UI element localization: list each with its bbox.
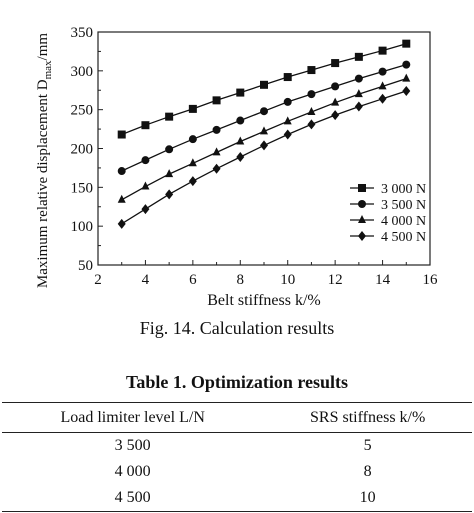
figure-caption: Fig. 14. Calculation results — [139, 318, 335, 338]
legend-label: 4 000 N — [381, 214, 426, 229]
table-cell-stiffness: 8 — [363, 463, 372, 480]
legend-label: 3 000 N — [381, 182, 426, 197]
data-point — [141, 156, 150, 165]
data-point — [331, 97, 340, 106]
data-point — [188, 135, 197, 144]
x-tick-label: 6 — [189, 272, 197, 288]
data-point — [307, 66, 316, 75]
data-point — [117, 218, 126, 229]
data-point — [307, 106, 316, 115]
data-point — [117, 130, 126, 139]
data-point — [212, 96, 221, 105]
data-point — [165, 169, 174, 178]
y-tick-label: 350 — [71, 25, 94, 41]
data-point — [260, 140, 268, 151]
y-tick-label: 250 — [71, 103, 94, 119]
data-point — [188, 104, 197, 113]
data-point — [188, 176, 197, 187]
data-point — [283, 73, 292, 82]
line-chart: 2 4 6 8 10 12 14 16 50 100 150 200 250 300 350 Belt sti… — [35, 25, 439, 309]
y-axis-title: Maximum relative displacement Dmax/mm — [35, 33, 54, 288]
x-tick-label: 8 — [237, 272, 245, 288]
table-row: 4 500 10 — [2, 485, 472, 512]
data-point — [165, 145, 174, 154]
table-cell-stiffness: 10 — [263, 485, 472, 512]
x-tick-label: 10 — [280, 272, 295, 288]
data-point — [378, 81, 387, 90]
table-title: Table 1. Optimization results — [125, 372, 349, 392]
x-tick-label: 14 — [375, 272, 391, 288]
table-header-load-limiter: Load limiter level L/N — [2, 402, 264, 433]
y-tick-label: 300 — [71, 64, 94, 80]
legend-marker — [358, 231, 366, 241]
data-point — [212, 147, 221, 156]
data-point — [331, 59, 340, 68]
legend-marker — [358, 200, 366, 208]
x-tick-label: 4 — [142, 272, 150, 288]
data-point — [283, 116, 292, 125]
table-row: 3 500 5 — [2, 433, 472, 460]
data-point — [378, 93, 387, 104]
table-cell-load: 3 500 — [114, 437, 151, 454]
data-point — [212, 163, 221, 174]
y-tick-label: 150 — [71, 180, 94, 196]
data-point — [165, 189, 174, 200]
data-point — [141, 121, 150, 130]
y-tick-label: 200 — [71, 142, 94, 158]
y-tick-label: 100 — [71, 219, 94, 235]
legend-label: 3 500 N — [381, 198, 426, 213]
data-point — [307, 119, 316, 130]
data-point — [260, 107, 268, 116]
x-axis-title: Belt stiffness k/% — [207, 292, 320, 309]
table-header-srs-stiffness: SRS stiffness k/% — [263, 402, 472, 433]
data-point — [354, 74, 363, 83]
data-point — [141, 181, 150, 190]
data-point — [283, 129, 292, 140]
data-point — [331, 82, 340, 91]
data-point — [188, 158, 197, 167]
data-point — [402, 39, 411, 48]
data-point — [402, 73, 411, 82]
data-point — [354, 101, 363, 112]
x-tick-label: 16 — [423, 272, 439, 288]
data-point — [283, 97, 292, 106]
data-point — [402, 86, 411, 97]
table-row: 4 000 8 — [2, 459, 472, 485]
data-point — [165, 112, 174, 121]
series-line-1 — [121, 43, 407, 136]
data-point — [260, 80, 268, 89]
data-point — [354, 52, 363, 61]
data-point — [236, 88, 245, 97]
results-table: Load limiter level L/N SRS stiffness k/%… — [2, 402, 472, 512]
data-point — [307, 90, 316, 99]
series-line-3 — [121, 77, 407, 201]
x-tick-label: 2 — [94, 272, 102, 288]
table-cell-load: 4 000 — [114, 463, 151, 480]
legend-marker — [358, 184, 366, 192]
data-point — [402, 60, 411, 69]
data-point — [331, 110, 340, 121]
y-tick-label: 50 — [78, 258, 93, 274]
data-point — [236, 152, 245, 163]
legend-marker — [358, 215, 366, 223]
table-cell-load: 4 500 — [2, 485, 264, 512]
data-point — [141, 204, 150, 215]
data-point — [354, 89, 363, 98]
data-point — [378, 67, 387, 76]
data-point — [378, 46, 387, 55]
data-point — [236, 116, 245, 125]
data-point — [260, 126, 268, 135]
data-point — [212, 125, 221, 134]
data-point — [117, 194, 126, 203]
legend-label: 4 500 N — [381, 230, 426, 245]
table-cell-stiffness: 5 — [363, 437, 372, 454]
x-tick-label: 12 — [328, 272, 343, 288]
data-point — [236, 136, 245, 145]
data-point — [117, 167, 126, 176]
table-header-row: Load limiter level L/N SRS stiffness k/% — [2, 402, 472, 433]
